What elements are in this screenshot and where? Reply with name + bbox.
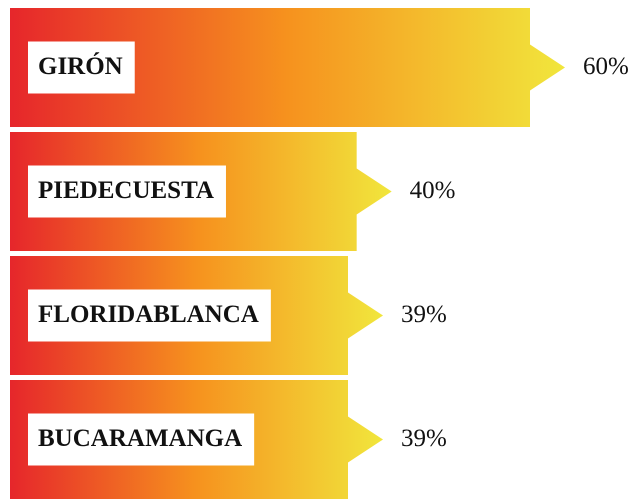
category-label: FLORIDABLANCA: [38, 301, 259, 328]
value-label: 39%: [401, 425, 447, 452]
label-box: [28, 41, 135, 94]
value-label: 40%: [410, 177, 456, 204]
category-label: GIRÓN: [38, 52, 123, 80]
category-label: BUCARAMANGA: [38, 425, 242, 452]
value-label: 60%: [583, 53, 629, 80]
label-box: [28, 413, 255, 466]
category-label: PIEDECUESTA: [38, 177, 214, 204]
label-box: [28, 289, 271, 342]
value-label: 39%: [401, 301, 447, 328]
label-box: [28, 165, 226, 218]
bar: [10, 8, 565, 127]
